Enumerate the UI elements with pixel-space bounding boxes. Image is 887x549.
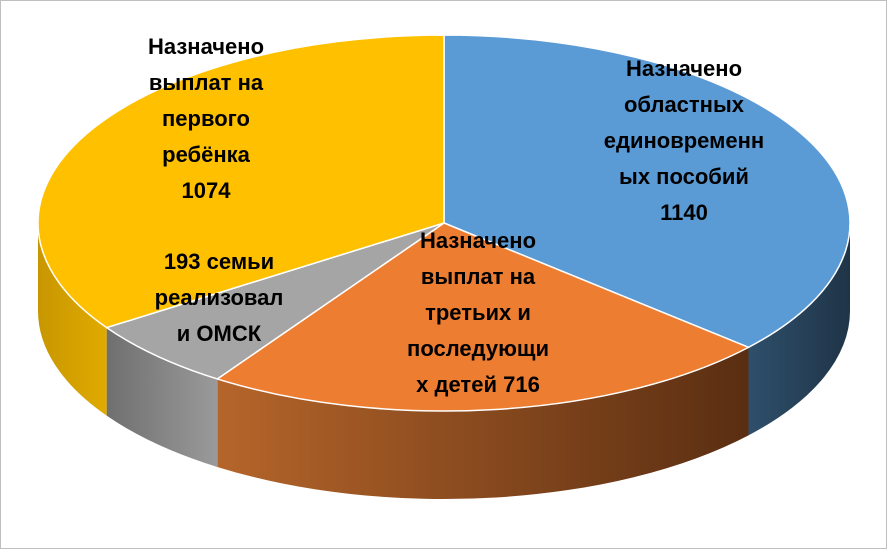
slice (443, 34, 851, 349)
slice-label: 193 семьи реализовали ОМСК (149, 244, 289, 352)
slice-side (106, 327, 218, 467)
value-label: 1140 (660, 200, 708, 225)
category-label: Назначено выплат на третьих и последующи… (407, 228, 549, 397)
slice (215, 222, 751, 412)
slice-side (748, 223, 850, 436)
slice-label: Назначено областных единовременных пособ… (599, 51, 769, 231)
slice-side (38, 223, 107, 416)
category-label: Назначено областных единовременных пособ… (603, 56, 765, 189)
value-label: 193 (163, 249, 201, 274)
slice (104, 222, 445, 380)
category-label: Назначено выплат на первого ребёнка (147, 34, 265, 167)
value-label: 1074 (181, 178, 231, 203)
slice-label: Назначено выплат на третьих и последующи… (403, 223, 553, 403)
slice (37, 34, 445, 329)
category-label: семьи реализовали ОМСК (154, 249, 284, 346)
value-label: 716 (503, 372, 540, 397)
slice-label: Назначено выплат на первого ребёнка 1074 (136, 29, 276, 209)
slice-side (217, 347, 749, 499)
